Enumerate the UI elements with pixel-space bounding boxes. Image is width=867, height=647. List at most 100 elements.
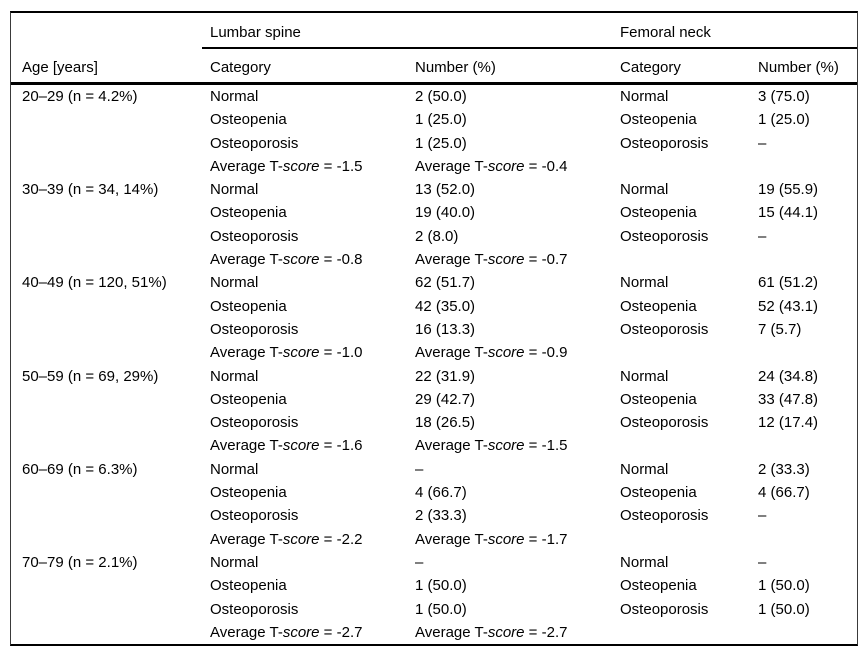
- age-cell: [11, 621, 202, 644]
- span-header-row: Lumbar spine Femoral neck: [11, 13, 858, 49]
- table-row: Osteopenia 42 (35.0) Osteopenia 52 (43.1): [11, 295, 857, 318]
- table-row: Osteoporosis 1 (25.0) Osteoporosis –: [11, 132, 857, 155]
- table-row: Osteoporosis 18 (26.5) Osteoporosis 12 (17.…: [11, 411, 857, 434]
- lumbar-category-cell: Normal: [210, 460, 259, 478]
- lumbar-number-cell: 1 (50.0): [415, 600, 467, 618]
- table-row: Osteopenia 29 (42.7) Osteopenia 33 (47.8): [11, 388, 857, 411]
- table-row: Osteopenia 1 (50.0) Osteopenia 1 (50.0): [11, 574, 857, 597]
- lumbar-category-cell: Osteopenia: [210, 297, 287, 315]
- lumbar-number-cell: 1 (25.0): [415, 134, 467, 152]
- age-cell: [11, 411, 202, 434]
- lumbar-number-cell: Average T-score = -1.5: [415, 437, 568, 455]
- femoral-number-cell: 7 (5.7): [758, 320, 802, 338]
- lumbar-category-cell: Osteoporosis: [210, 227, 299, 245]
- lumbar-category-cell: Normal: [210, 88, 259, 105]
- femoral-number-cell: [750, 248, 857, 271]
- lumbar-number-cell: 2 (33.3): [415, 507, 467, 525]
- femoral-category-cell: Normal: [620, 553, 669, 571]
- lumbar-number-cell: Average T-score = -0.7: [415, 251, 568, 269]
- femoral-number-cell: 1 (50.0): [758, 577, 810, 595]
- lumbar-number-cell: 13 (52.0): [415, 181, 476, 199]
- lumbar-number-cell: 18 (26.5): [415, 414, 476, 432]
- lumbar-category-cell: Osteoporosis: [210, 600, 299, 618]
- table-row: Average T-score = -1.0 Average T-score = …: [11, 341, 857, 364]
- age-cell: [11, 225, 202, 248]
- age-cell: [11, 481, 202, 504]
- lumbar-category-cell: Osteopenia: [210, 111, 287, 129]
- lumbar-category-cell: Average T-score = -1.5: [210, 157, 363, 175]
- table-row: Osteoporosis 2 (8.0) Osteoporosis –: [11, 225, 857, 248]
- lumbar-category-cell: Osteoporosis: [210, 414, 299, 432]
- lumbar-category-cell: Normal: [210, 274, 259, 292]
- age-cell: 60–69 (n = 6.3%): [22, 460, 138, 478]
- table-row: 40–49 (n = 120, 51%) Normal 62 (51.7) Norma…: [11, 271, 857, 294]
- femoral-number-cell: –: [758, 134, 767, 152]
- femoral-number-cell: [750, 621, 857, 644]
- lumbar-category-cell: Osteopenia: [210, 577, 287, 595]
- age-cell: [11, 295, 202, 318]
- age-cell: [11, 574, 202, 597]
- femoral-category-cell: Osteopenia: [620, 577, 697, 595]
- femoral-category-cell: Osteoporosis: [620, 414, 709, 432]
- femoral-number-cell: 4 (66.7): [758, 484, 810, 502]
- age-cell: [11, 434, 202, 457]
- age-cell: [11, 528, 202, 551]
- femoral-number-cell: 1 (50.0): [758, 600, 810, 618]
- age-cell: [11, 504, 202, 527]
- age-cell: [11, 388, 202, 411]
- femoral-number-cell: 24 (34.8): [758, 367, 819, 385]
- lumbar-category-cell: Average T-score = -1.0: [210, 344, 363, 362]
- femoral-number-cell: [750, 155, 857, 178]
- lumbar-category-cell: Osteopenia: [210, 484, 287, 502]
- col-header-femoral-category: Category: [612, 48, 751, 85]
- age-cell: 20–29 (n = 4.2%): [22, 88, 138, 105]
- femoral-category-cell: Osteopenia: [620, 111, 697, 129]
- lumbar-number-cell: Average T-score = -0.9: [415, 344, 568, 362]
- column-header-row: Age [years] Category Number (%) Category…: [11, 48, 858, 85]
- femoral-category-cell: [612, 341, 750, 364]
- span-header-lumbar-spine: Lumbar spine: [202, 13, 613, 49]
- age-cell: [11, 132, 202, 155]
- femoral-category-cell: Normal: [620, 88, 669, 105]
- femoral-category-cell: [612, 528, 750, 551]
- table-row: 60–69 (n = 6.3%) Normal – Normal 2 (33.3): [11, 458, 857, 481]
- table-header: Lumbar spine Femoral neck Age [years] Ca…: [11, 13, 858, 85]
- lumbar-number-cell: 62 (51.7): [415, 274, 476, 292]
- col-header-age: Age [years]: [11, 48, 202, 85]
- femoral-category-cell: Osteopenia: [620, 390, 697, 408]
- col-header-lumbar-number: Number (%): [407, 48, 613, 85]
- lumbar-number-cell: 19 (40.0): [415, 204, 476, 222]
- age-cell: [11, 341, 202, 364]
- lumbar-category-cell: Normal: [210, 181, 259, 199]
- femoral-number-cell: 52 (43.1): [758, 297, 819, 315]
- table-row: 50–59 (n = 69, 29%) Normal 22 (31.9) Normal…: [11, 365, 857, 388]
- col-header-femoral-number: Number (%): [750, 48, 858, 85]
- age-cell: 50–59 (n = 69, 29%): [22, 367, 159, 385]
- lumbar-category-cell: Normal: [210, 553, 259, 571]
- femoral-category-cell: Osteoporosis: [620, 320, 709, 338]
- lumbar-category-cell: Osteopenia: [210, 390, 287, 408]
- lumbar-category-cell: Average T-score = -2.7: [210, 623, 363, 641]
- femoral-category-cell: Osteopenia: [620, 204, 697, 222]
- table-row: Osteopenia 19 (40.0) Osteopenia 15 (44.1): [11, 201, 857, 224]
- lumbar-category-cell: Osteoporosis: [210, 134, 299, 152]
- lumbar-number-cell: 2 (8.0): [415, 227, 459, 245]
- lumbar-number-cell: –: [415, 553, 424, 571]
- lumbar-category-cell: Average T-score = -1.6: [210, 437, 363, 455]
- table-row: Osteoporosis 16 (13.3) Osteoporosis 7 (5.7): [11, 318, 857, 341]
- femoral-category-cell: [612, 621, 750, 644]
- lumbar-category-cell: Osteoporosis: [210, 507, 299, 525]
- femoral-category-cell: Normal: [620, 181, 669, 199]
- femoral-number-cell: [750, 341, 857, 364]
- femoral-number-cell: [750, 434, 857, 457]
- lumbar-number-cell: 29 (42.7): [415, 390, 476, 408]
- table-row: 70–79 (n = 2.1%) Normal – Normal –: [11, 551, 857, 574]
- age-cell: [11, 201, 202, 224]
- femoral-category-cell: Osteoporosis: [620, 134, 709, 152]
- femoral-number-cell: 19 (55.9): [758, 181, 819, 199]
- lumbar-number-cell: Average T-score = -1.7: [415, 530, 568, 548]
- table-row: Average T-score = -1.6 Average T-score = …: [11, 434, 857, 457]
- lumbar-number-cell: Average T-score = -0.4: [415, 157, 568, 175]
- lumbar-category-cell: Osteopenia: [210, 204, 287, 222]
- table-row: Osteopenia 1 (25.0) Osteopenia 1 (25.0): [11, 108, 857, 131]
